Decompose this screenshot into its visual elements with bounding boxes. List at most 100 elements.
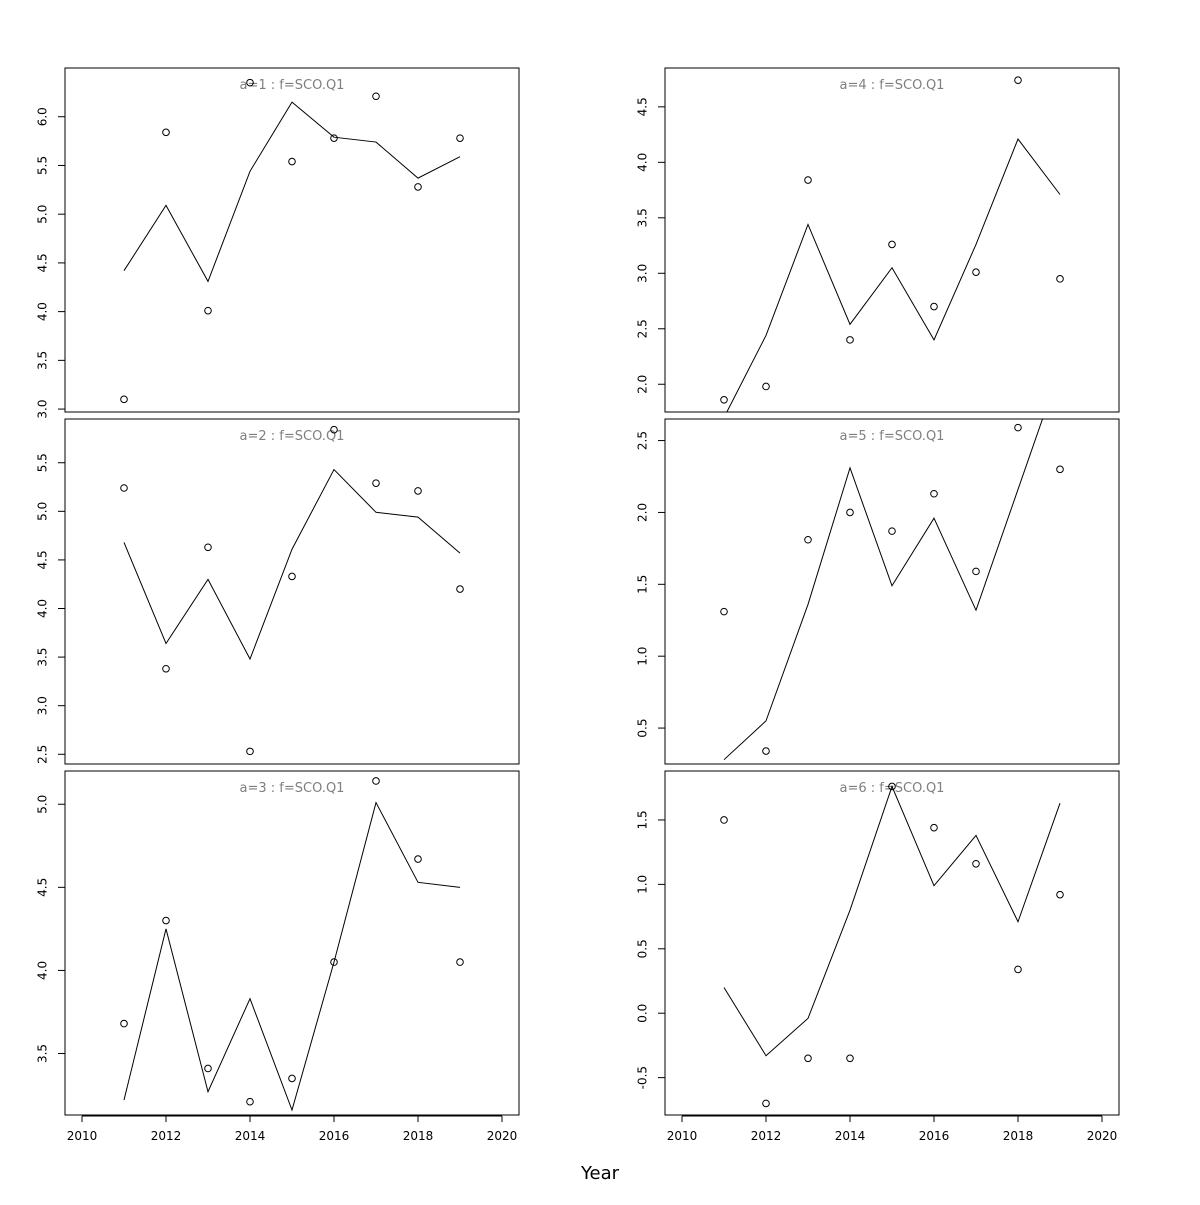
observed-point bbox=[246, 1097, 254, 1106]
y-tick-label: 2.5 bbox=[636, 431, 650, 450]
y-tick-label: 4.5 bbox=[36, 550, 50, 569]
observed-point bbox=[1014, 423, 1022, 432]
panel-frame bbox=[64, 418, 520, 765]
panel-6: -0.5 0.0 0.5 1.0 1.5 a=6 : f=SCO.Q1 2010 2012 20… bbox=[636, 770, 1120, 1143]
observed-point bbox=[330, 134, 338, 142]
y-tick-label: 4.5 bbox=[636, 97, 650, 116]
observed-point bbox=[930, 302, 938, 311]
y-tick-label: 2.0 bbox=[636, 375, 650, 394]
x-tick-label: 2012 bbox=[151, 1129, 182, 1143]
observed-point bbox=[804, 535, 812, 544]
panel-title: a=3 : f=SCO.Q1 bbox=[240, 781, 345, 796]
observed-point bbox=[888, 240, 896, 249]
panel-data bbox=[120, 425, 464, 756]
observed-point bbox=[456, 134, 464, 142]
observed-point bbox=[846, 336, 854, 344]
observed-point bbox=[972, 859, 980, 868]
fitted-line bbox=[123, 468, 461, 661]
observed-point bbox=[372, 92, 380, 101]
y-tick-label: 5.0 bbox=[36, 205, 50, 224]
y-tick-label: 1.0 bbox=[636, 647, 650, 666]
observed-point bbox=[330, 425, 338, 434]
observed-point bbox=[762, 1099, 770, 1108]
observed-point bbox=[414, 183, 422, 191]
observed-point bbox=[972, 268, 980, 276]
observed-point bbox=[888, 782, 896, 791]
observed-point bbox=[1014, 76, 1022, 85]
panel-data bbox=[120, 777, 464, 1112]
fitted-line bbox=[123, 801, 461, 1112]
x-tick-label: 2010 bbox=[67, 1129, 98, 1143]
observed-point bbox=[120, 484, 128, 492]
observed-point bbox=[762, 382, 770, 391]
x-tick-label: 2016 bbox=[319, 1129, 350, 1143]
observed-point bbox=[930, 489, 938, 498]
observed-point bbox=[456, 958, 464, 966]
panel-frame bbox=[664, 770, 1120, 1116]
y-tick-label: 3.0 bbox=[36, 696, 50, 715]
y-tick-label: 5.5 bbox=[36, 453, 50, 472]
fitted-line bbox=[723, 785, 1061, 1057]
x-tick-label: 2016 bbox=[919, 1129, 950, 1143]
observed-point bbox=[414, 855, 422, 863]
observed-point bbox=[456, 585, 464, 593]
y-tick-label: 2.5 bbox=[636, 319, 650, 338]
fitted-line bbox=[123, 101, 461, 283]
y-tick-label: 4.0 bbox=[36, 302, 50, 321]
y-tick-label: 4.0 bbox=[636, 153, 650, 172]
observed-point bbox=[204, 1064, 212, 1073]
panel-4: 2.0 2.5 3.0 3.5 4.0 4.5 a=4 : f=SCO.Q1 bbox=[636, 67, 1120, 413]
panel-data bbox=[720, 782, 1064, 1108]
fitted-line bbox=[723, 419, 1044, 761]
panel-data bbox=[720, 76, 1064, 412]
y-tick-label: 5.0 bbox=[36, 502, 50, 521]
observed-point bbox=[414, 487, 422, 495]
observed-point bbox=[930, 823, 938, 832]
observed-point bbox=[762, 747, 770, 755]
fitted-line bbox=[726, 138, 1061, 412]
y-tick-label: 1.5 bbox=[636, 810, 650, 829]
y-tick-label: -0.5 bbox=[636, 1066, 650, 1089]
observed-point bbox=[846, 508, 854, 517]
observed-point bbox=[288, 157, 296, 166]
y-tick-label: 1.5 bbox=[636, 575, 650, 594]
y-tick-label: 4.0 bbox=[36, 599, 50, 618]
y-tick-label: 3.0 bbox=[36, 400, 50, 419]
observed-point bbox=[162, 128, 170, 137]
x-tick-label: 2014 bbox=[235, 1129, 266, 1143]
panel-title: a=5 : f=SCO.Q1 bbox=[840, 429, 945, 444]
panel-frame bbox=[664, 67, 1120, 413]
panel-1: 3.0 3.5 4.0 4.5 5.0 5.5 6.0 a=1 : f=SCO.Q1 bbox=[36, 67, 520, 419]
panel-frame bbox=[664, 418, 1120, 765]
panel-3: 3.5 4.0 4.5 5.0 a=3 : f=SCO.Q1 2010 2012 2014 20… bbox=[36, 770, 520, 1143]
y-tick-label: 4.5 bbox=[36, 878, 50, 897]
panel-5: 0.5 1.0 1.5 2.0 2.5 a=5 : f=SCO.Q1 bbox=[636, 418, 1120, 765]
x-tick-label: 2020 bbox=[487, 1129, 518, 1143]
observed-point bbox=[120, 395, 128, 404]
y-tick-label: 6.0 bbox=[36, 107, 50, 126]
panel-data bbox=[720, 419, 1064, 761]
observed-point bbox=[1014, 965, 1022, 974]
observed-point bbox=[972, 567, 980, 576]
observed-point bbox=[120, 1019, 128, 1028]
y-tick-label: 1.0 bbox=[636, 875, 650, 894]
observed-point bbox=[1056, 465, 1064, 474]
observed-point bbox=[804, 1054, 812, 1063]
x-tick-label: 2012 bbox=[751, 1129, 782, 1143]
observed-point bbox=[204, 543, 212, 552]
panel-2: 2.5 3.0 3.5 4.0 4.5 5.0 5.5 a=2 : f=SCO.Q1 bbox=[36, 418, 520, 765]
y-tick-label: 3.5 bbox=[36, 648, 50, 667]
observed-point bbox=[246, 747, 254, 756]
panel-frame bbox=[64, 67, 520, 413]
y-tick-label: 5.5 bbox=[36, 156, 50, 175]
panel-title: a=6 : f=SCO.Q1 bbox=[840, 781, 945, 796]
observed-point bbox=[162, 664, 170, 673]
y-tick-label: 2.5 bbox=[36, 745, 50, 764]
panel-title: a=2 : f=SCO.Q1 bbox=[240, 429, 345, 444]
panel-frame bbox=[64, 770, 520, 1116]
y-tick-label: 5.0 bbox=[36, 795, 50, 814]
observed-point bbox=[720, 395, 728, 404]
y-tick-label: 4.0 bbox=[36, 961, 50, 980]
